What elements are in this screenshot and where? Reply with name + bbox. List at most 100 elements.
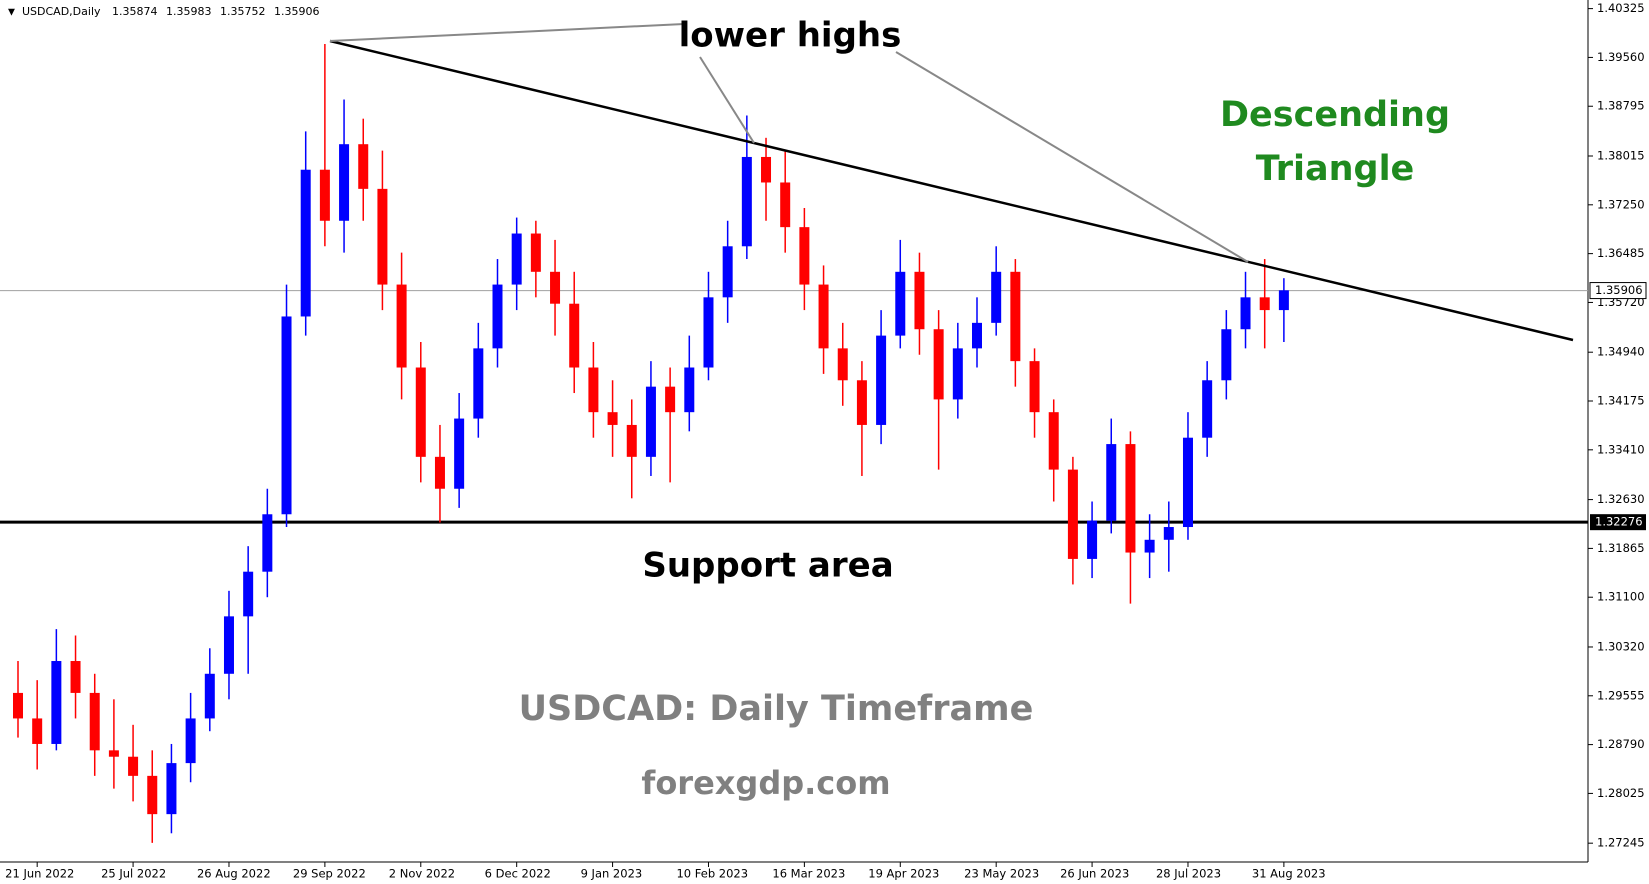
candle-body <box>741 156 752 247</box>
candle-body <box>837 348 848 381</box>
candle-body <box>281 316 292 515</box>
candle-body <box>588 367 599 413</box>
y-tick-label: 1.38795 <box>1597 99 1645 113</box>
candle-body <box>684 367 695 413</box>
candle-body <box>223 616 234 674</box>
resistance-trendline <box>329 39 1574 342</box>
candle-body <box>108 750 119 757</box>
y-tick-label: 1.31100 <box>1597 590 1645 604</box>
candle-body <box>895 271 906 336</box>
candle-body <box>703 297 714 368</box>
pointer-line <box>895 51 1249 263</box>
x-tick-label: 31 Aug 2023 <box>1252 867 1326 881</box>
header-value: 1.35983 <box>166 5 212 18</box>
candle-body <box>952 348 963 400</box>
x-tick-label: 6 Dec 2022 <box>485 867 551 881</box>
header-value: 1.35906 <box>274 5 320 18</box>
x-tick-label: 16 Mar 2023 <box>772 867 845 881</box>
x-tick-label: 29 Sep 2022 <box>293 867 366 881</box>
candle-body <box>511 233 522 285</box>
y-tick-label: 1.34175 <box>1597 394 1645 408</box>
candle-body <box>761 156 772 183</box>
candle-body <box>780 182 791 228</box>
candle-body <box>530 233 541 272</box>
y-tick-label: 1.40325 <box>1597 1 1645 15</box>
candle-body <box>665 386 676 413</box>
price-label-box <box>1590 514 1646 531</box>
y-tick-label: 1.38015 <box>1597 149 1645 163</box>
y-tick-label: 1.33410 <box>1597 442 1645 456</box>
candle-body <box>396 284 407 368</box>
candle-body <box>914 271 925 330</box>
candle-body <box>856 380 867 425</box>
candle-body <box>415 367 426 457</box>
candle-body <box>377 188 388 285</box>
candle-body <box>262 514 273 572</box>
header-value: 1.35752 <box>220 5 266 18</box>
pointer-line <box>699 56 755 144</box>
candle-body <box>933 329 944 400</box>
candle-body <box>454 418 465 489</box>
candle-body <box>243 571 254 617</box>
candle-body <box>128 756 139 776</box>
y-tick-label: 1.28790 <box>1597 737 1645 751</box>
candle-body <box>972 322 982 349</box>
candle-body <box>1067 469 1078 559</box>
candle-body <box>1202 380 1213 438</box>
candle-body <box>13 692 23 719</box>
candle-body <box>799 227 810 285</box>
candle-body <box>1221 329 1232 381</box>
x-tick-label: 26 Jun 2023 <box>1060 867 1129 881</box>
candle-body <box>876 335 887 425</box>
annotation: USDCAD: Daily Timeframe <box>519 689 1034 729</box>
candle-body <box>1163 527 1174 540</box>
candle-body <box>1010 271 1021 362</box>
y-tick-label: 1.32630 <box>1597 492 1645 506</box>
price-label-box <box>1589 282 1647 300</box>
x-tick-label: 19 Apr 2023 <box>868 867 939 881</box>
current-price-label: 1.35906 <box>1595 283 1643 297</box>
candle-body <box>1144 539 1155 553</box>
x-tick-label: 28 Jul 2023 <box>1156 867 1221 881</box>
candle-body <box>473 348 484 419</box>
candle-body <box>185 718 196 764</box>
x-tick-label: 23 May 2023 <box>964 867 1039 881</box>
y-tick-label: 1.29555 <box>1597 688 1645 702</box>
annotation: Support area <box>642 546 893 586</box>
pointer-line <box>329 23 685 42</box>
symbol-title: USDCAD,Daily <box>22 5 101 18</box>
candle-body <box>722 246 733 298</box>
annotation: lower highs <box>679 16 902 56</box>
candle-body <box>434 456 445 489</box>
y-tick-label: 1.30320 <box>1597 639 1645 653</box>
candle-body <box>492 284 503 349</box>
support-label: 1.32276 <box>1595 515 1643 529</box>
candle-body <box>1106 444 1117 521</box>
y-tick-label: 1.31865 <box>1597 541 1645 555</box>
candle-body <box>1048 412 1059 470</box>
candle-body <box>51 661 62 744</box>
menu-arrow[interactable]: ▼ <box>8 8 15 18</box>
candle-body <box>204 673 215 719</box>
candle-body <box>569 303 580 368</box>
candle-body <box>1029 361 1040 413</box>
candle-body <box>89 692 100 751</box>
x-tick-label: 26 Aug 2022 <box>197 867 271 881</box>
x-tick-label: 21 Jun 2022 <box>5 867 74 881</box>
candle-body <box>607 412 618 425</box>
candle-body <box>1087 520 1098 559</box>
candle-body <box>70 661 81 693</box>
pattern-label: Descending Triangle <box>1219 95 1451 189</box>
candle-body <box>300 169 311 317</box>
y-tick-label: 1.28025 <box>1597 786 1645 800</box>
y-tick-label: 1.27245 <box>1597 836 1645 850</box>
candle-body <box>626 424 637 457</box>
candle-body <box>1240 297 1251 330</box>
candle-body <box>319 169 330 221</box>
header-value: 1.35874 <box>112 5 158 18</box>
candle-body <box>1259 297 1270 311</box>
candle-body <box>147 775 158 815</box>
candle-body <box>32 718 43 744</box>
candle-body <box>645 386 656 457</box>
